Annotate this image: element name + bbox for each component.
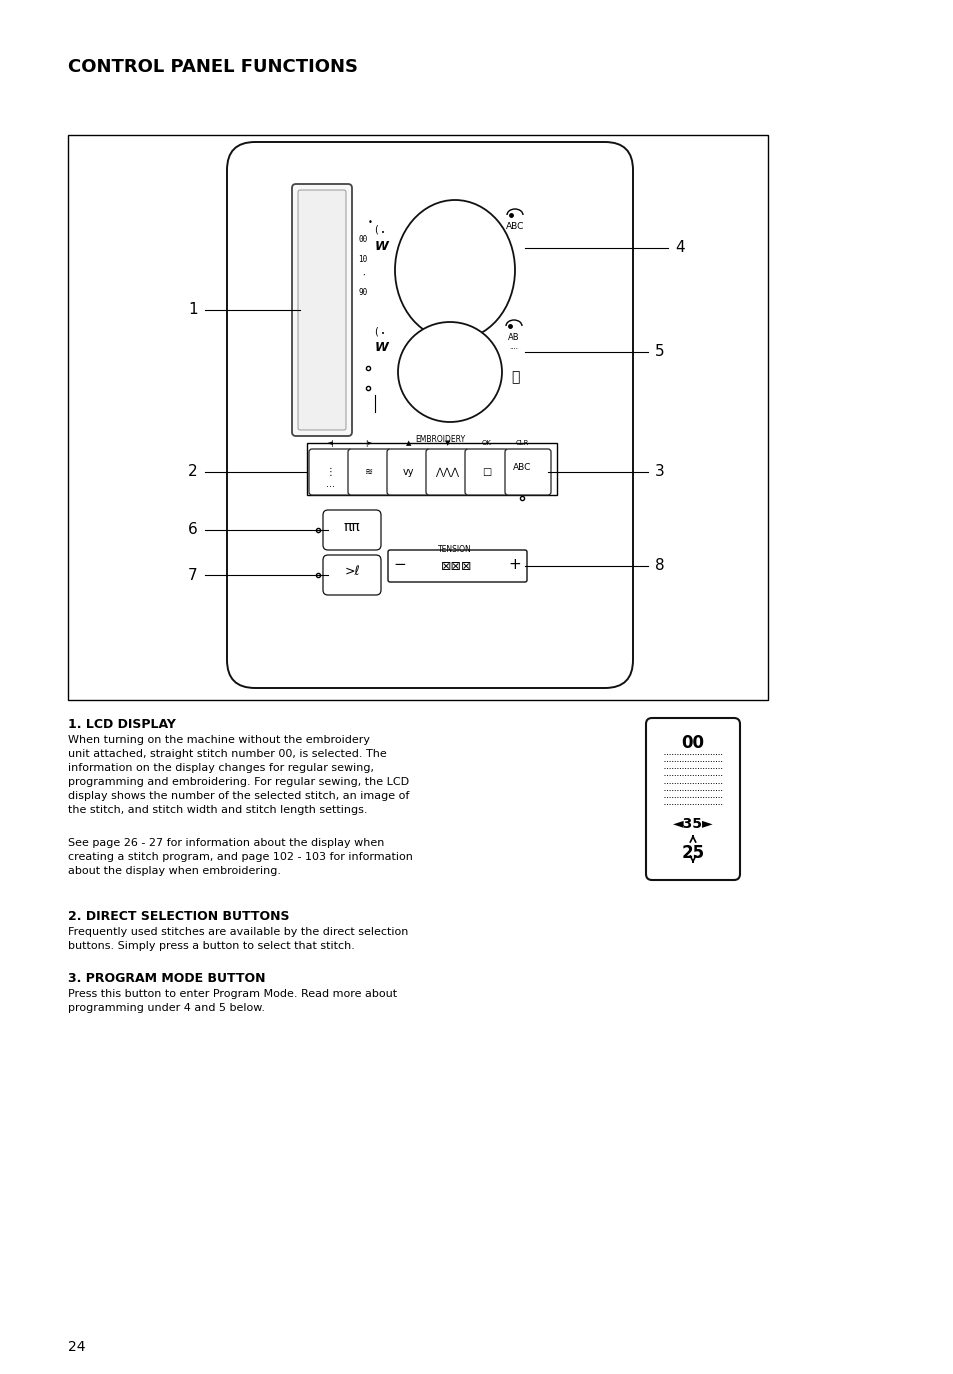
FancyBboxPatch shape — [387, 449, 430, 495]
FancyBboxPatch shape — [645, 719, 740, 879]
Text: |►: |► — [365, 440, 373, 447]
Text: −: − — [394, 556, 406, 572]
Text: 7: 7 — [188, 567, 197, 583]
Text: ⋀⋀⋀: ⋀⋀⋀ — [435, 467, 459, 477]
Text: 25: 25 — [680, 844, 704, 861]
Text: Frequently used stitches are available by the direct selection
buttons. Simply p: Frequently used stitches are available b… — [68, 927, 408, 951]
Text: ABC: ABC — [513, 463, 531, 473]
Text: 90: 90 — [358, 289, 367, 297]
Text: OK: OK — [481, 440, 491, 447]
Text: •: • — [380, 331, 385, 337]
FancyBboxPatch shape — [388, 550, 526, 583]
Text: ◄35►: ◄35► — [672, 818, 713, 831]
Text: ⛮: ⛮ — [510, 370, 518, 383]
FancyBboxPatch shape — [323, 510, 380, 550]
Text: 1. LCD DISPLAY: 1. LCD DISPLAY — [68, 719, 175, 731]
FancyBboxPatch shape — [227, 142, 633, 688]
Text: 00: 00 — [680, 734, 703, 752]
Text: 00: 00 — [358, 235, 367, 245]
Text: vy: vy — [402, 467, 414, 477]
Ellipse shape — [397, 322, 501, 422]
FancyBboxPatch shape — [504, 449, 551, 495]
Text: □: □ — [481, 467, 491, 477]
Text: ▲: ▲ — [405, 440, 411, 447]
Text: CLR: CLR — [515, 440, 528, 447]
Text: Press this button to enter Program Mode. Read more about
programming under 4 and: Press this button to enter Program Mode.… — [68, 989, 396, 1013]
Bar — [307, 442, 557, 495]
Text: 3. PROGRAM MODE BUTTON: 3. PROGRAM MODE BUTTON — [68, 971, 265, 985]
Text: ABC: ABC — [505, 223, 523, 231]
FancyBboxPatch shape — [292, 184, 352, 436]
FancyBboxPatch shape — [464, 449, 507, 495]
Text: ·: · — [360, 272, 365, 282]
Text: 8: 8 — [655, 558, 664, 573]
Text: EMBROIDERY: EMBROIDERY — [415, 436, 464, 444]
Text: TENSION: TENSION — [437, 545, 472, 554]
Text: AB: AB — [508, 333, 519, 342]
Text: 10: 10 — [358, 256, 367, 264]
Text: 24: 24 — [68, 1340, 86, 1353]
Text: 4: 4 — [675, 240, 684, 256]
Text: (: ( — [374, 326, 377, 337]
Text: (: ( — [374, 225, 377, 235]
Text: W: W — [375, 240, 389, 253]
Text: 1: 1 — [188, 302, 197, 317]
Text: •: • — [367, 218, 372, 227]
Text: ....: .... — [509, 344, 518, 350]
Text: When turning on the machine without the embroidery
unit attached, straight stitc: When turning on the machine without the … — [68, 735, 409, 815]
Bar — [68, 135, 767, 699]
Text: ◄|: ◄| — [326, 440, 334, 447]
Text: See page 26 - 27 for information about the display when
creating a stitch progra: See page 26 - 27 for information about t… — [68, 838, 413, 877]
Text: +: + — [508, 556, 521, 572]
Text: ≋: ≋ — [365, 467, 374, 477]
Text: CONTROL PANEL FUNCTIONS: CONTROL PANEL FUNCTIONS — [68, 58, 357, 76]
FancyBboxPatch shape — [348, 449, 391, 495]
Text: 2. DIRECT SELECTION BUTTONS: 2. DIRECT SELECTION BUTTONS — [68, 910, 289, 923]
Text: 5: 5 — [655, 345, 664, 360]
Text: 6: 6 — [188, 522, 197, 537]
FancyBboxPatch shape — [426, 449, 469, 495]
FancyBboxPatch shape — [309, 449, 352, 495]
Text: •: • — [380, 229, 385, 236]
Text: ππ: ππ — [343, 519, 360, 534]
FancyBboxPatch shape — [323, 555, 380, 595]
Text: ⊠⊠⊠: ⊠⊠⊠ — [441, 561, 473, 573]
Ellipse shape — [395, 201, 515, 339]
Text: W: W — [375, 341, 389, 354]
Text: 3: 3 — [655, 464, 664, 480]
Text: ▼: ▼ — [444, 440, 450, 447]
Text: 2: 2 — [188, 464, 197, 480]
FancyBboxPatch shape — [297, 190, 346, 430]
Text: ⋮
...: ⋮ ... — [325, 467, 335, 489]
Text: >ℓ: >ℓ — [344, 565, 359, 578]
